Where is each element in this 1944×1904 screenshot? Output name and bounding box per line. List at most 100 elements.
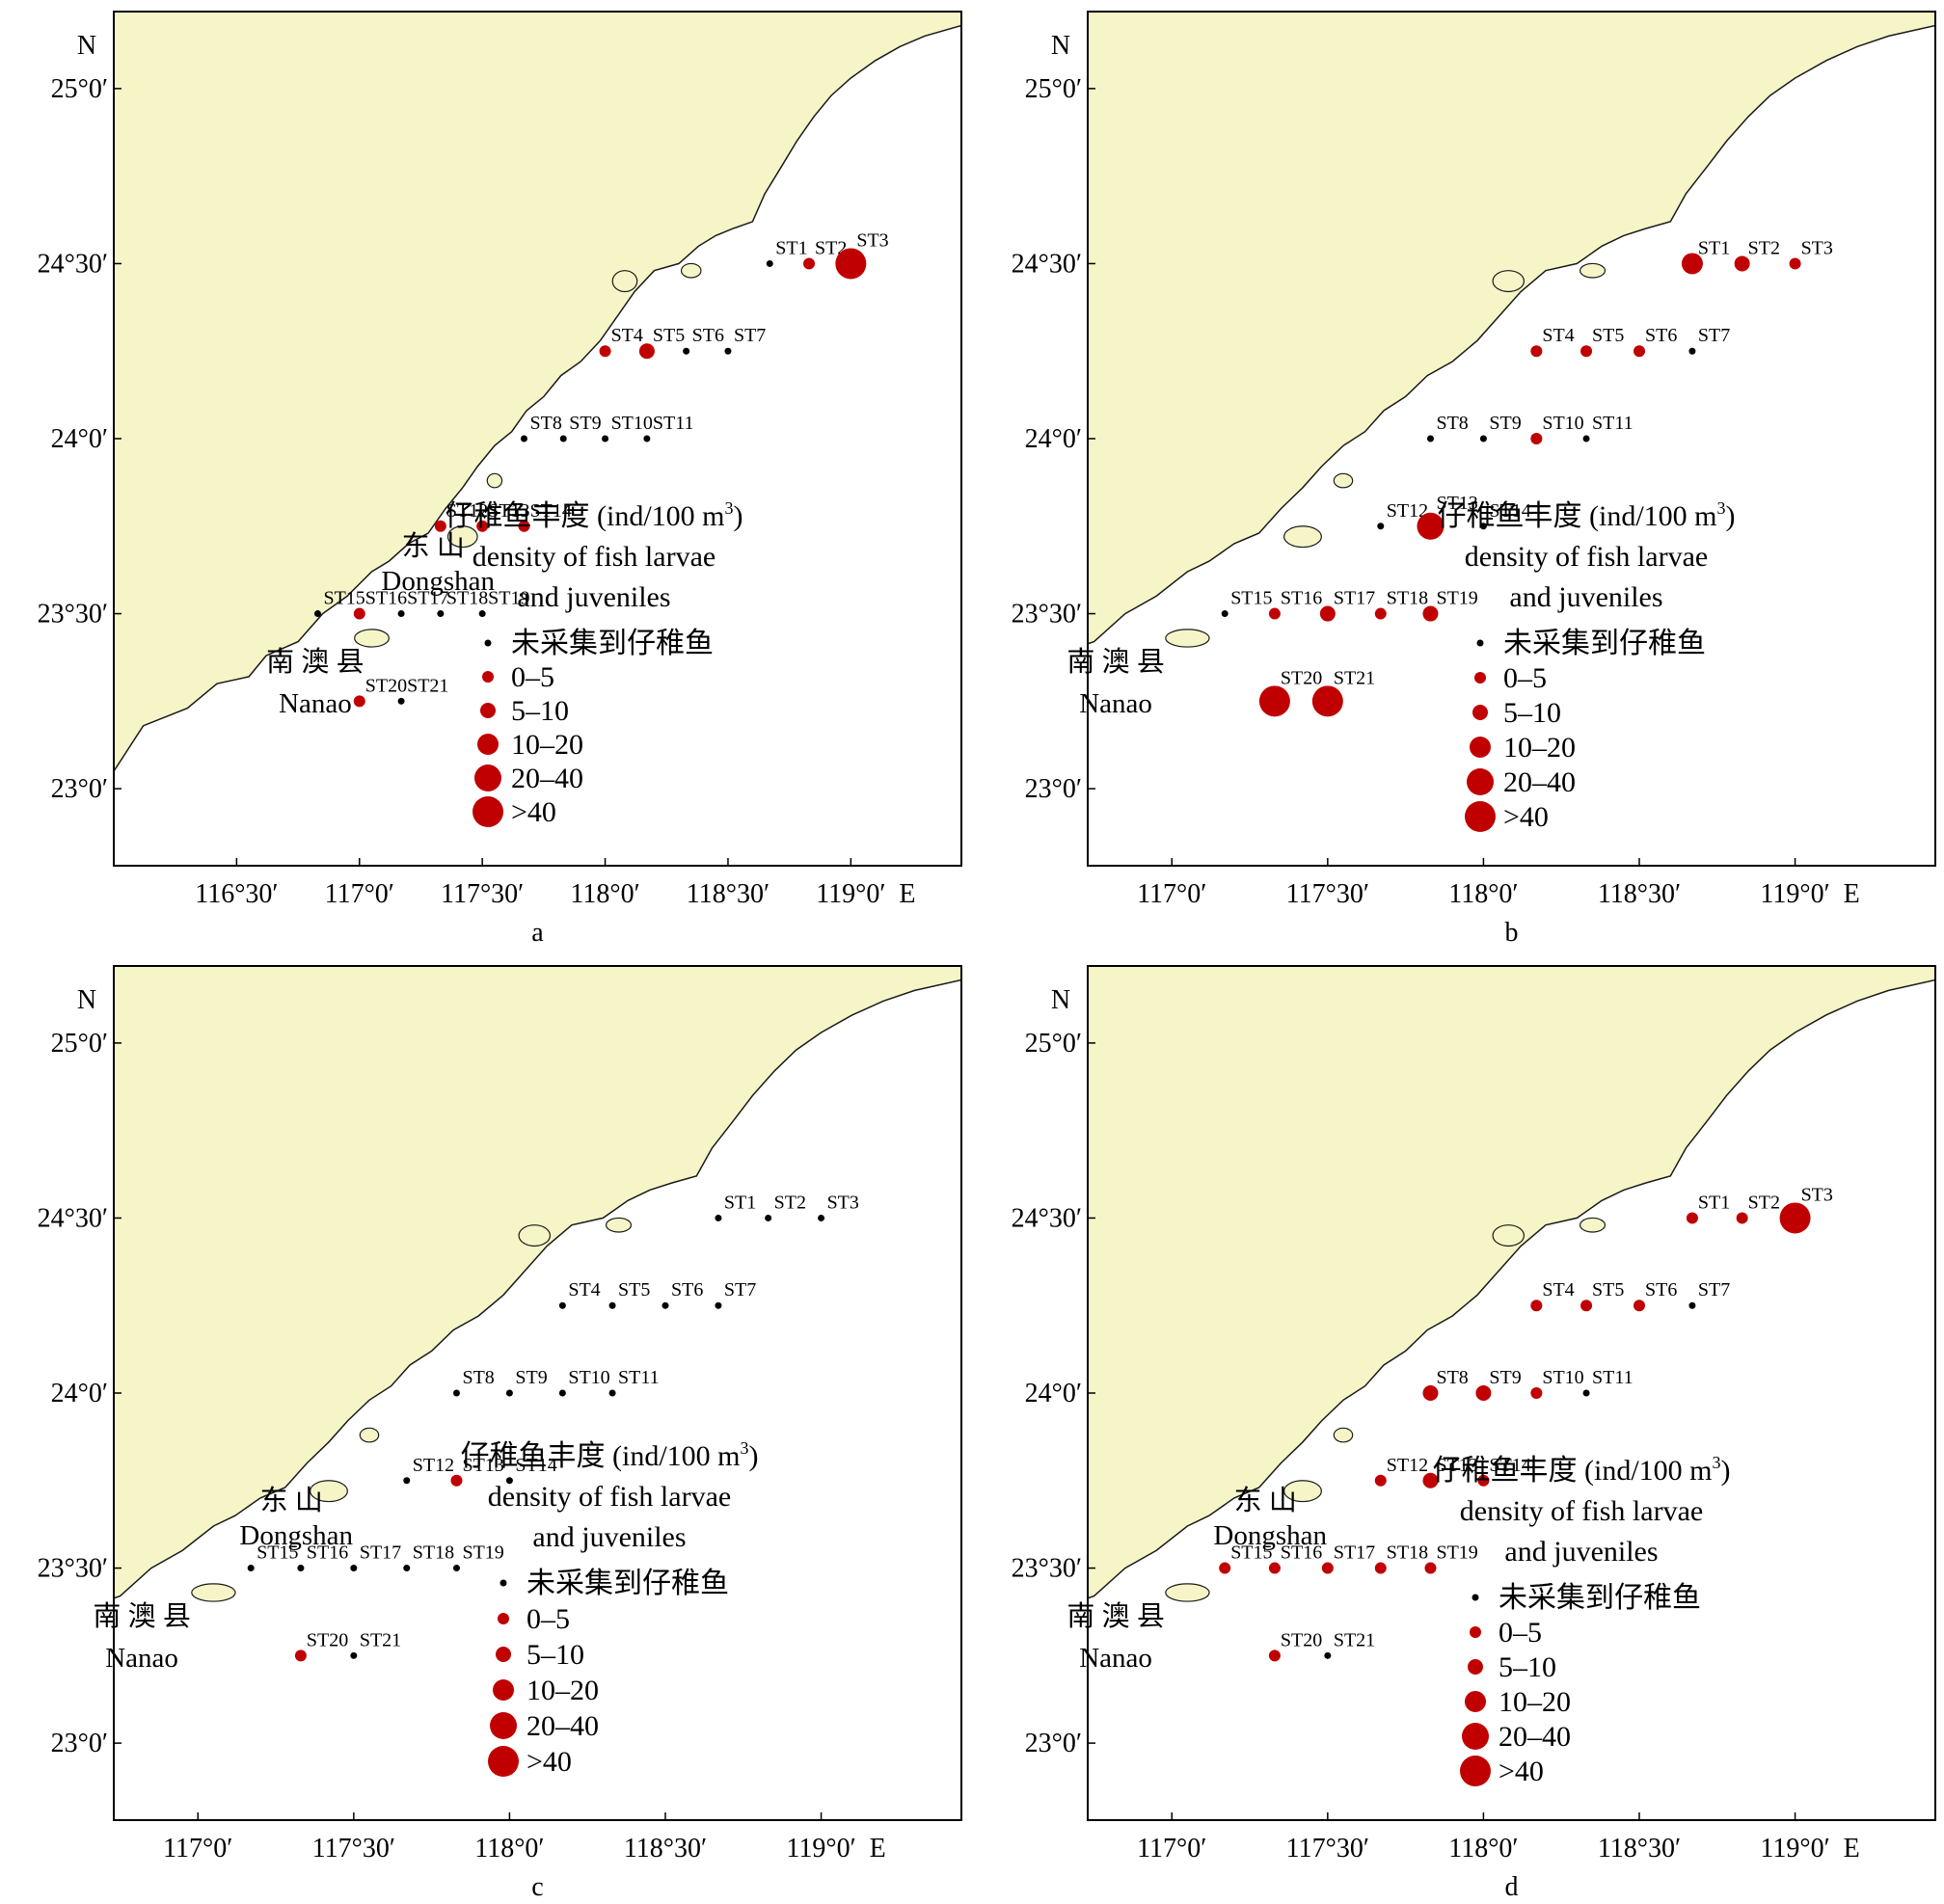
- legend-marker-4: [1467, 768, 1494, 795]
- panel-label: d: [1505, 1872, 1519, 1902]
- station-marker-st13: [1422, 1472, 1439, 1488]
- station-marker-st8: [520, 435, 527, 442]
- station-label: ST7: [1698, 325, 1730, 346]
- station-marker-st5: [638, 343, 655, 360]
- lon-label: 119°0′: [786, 1834, 855, 1864]
- station-marker-st2: [1736, 1212, 1748, 1224]
- station-label: ST5: [1592, 1279, 1624, 1301]
- legend-marker-0: [1476, 639, 1484, 647]
- lon-label: 118°0′: [570, 879, 639, 909]
- legend-marker-3: [477, 734, 499, 755]
- lon-label: 117°0′: [1137, 879, 1206, 909]
- station-label: ST1: [1698, 1192, 1730, 1213]
- legend-marker-3: [1470, 737, 1491, 758]
- station-marker-st17: [350, 1565, 358, 1572]
- legend-title-en-2: and juveniles: [532, 1521, 686, 1553]
- station-label: ST16: [1281, 1542, 1322, 1564]
- station-label: ST13: [488, 500, 529, 522]
- east-label: E: [870, 1834, 886, 1864]
- station-marker-st20: [353, 695, 365, 708]
- station-marker-st4: [1530, 345, 1543, 358]
- station-label: ST21: [407, 675, 448, 696]
- station-marker-st6: [1633, 1300, 1645, 1312]
- legend-label-5: >40: [511, 796, 556, 828]
- station-label: ST2: [815, 237, 847, 258]
- station-marker-st7: [715, 1301, 722, 1309]
- station-label: ST2: [1748, 1192, 1780, 1213]
- north-label: N: [77, 31, 96, 61]
- legend-marker-4: [474, 764, 501, 791]
- legend-title-cn: 仔稚鱼丰度 (ind/100 m3): [1438, 498, 1736, 532]
- station-marker-st21: [1311, 685, 1343, 717]
- station-marker-st16: [297, 1565, 305, 1572]
- island-shape: [486, 472, 503, 489]
- station-marker-st8: [452, 1389, 460, 1397]
- station-marker-st1: [766, 259, 773, 267]
- legend-label-4: 20–40: [1503, 766, 1576, 798]
- lon-label: 118°30′: [687, 879, 770, 909]
- legend-label-5: >40: [1498, 1756, 1544, 1787]
- station-marker-st6: [683, 347, 690, 355]
- legend-label-0: 未采集到仔稚鱼: [1498, 1582, 1701, 1614]
- station-label: ST2: [774, 1192, 806, 1213]
- station-label: ST18: [1387, 1542, 1428, 1564]
- station-marker-st8: [1422, 1385, 1439, 1401]
- legend-title-en-1: density of fish larvae: [1465, 541, 1708, 573]
- station-label: ST10: [1542, 1367, 1583, 1388]
- land-area: [1088, 966, 1935, 1599]
- station-label: ST20: [1281, 667, 1322, 688]
- place-dongshan-cn: 东 山: [1234, 1485, 1297, 1516]
- legend-marker-5: [1465, 801, 1496, 832]
- station-marker-st13: [1417, 512, 1444, 540]
- map-panel-a: N 25°0′ 24°30′ 24°0′ 23°30′ 23°0′ 116°30′ 117°0…: [38, 11, 962, 948]
- legend-marker-5: [472, 796, 503, 827]
- place-nanao-cn: 南 澳 县: [93, 1600, 191, 1632]
- station-label: ST5: [653, 325, 685, 346]
- station-marker-st20: [1268, 1649, 1281, 1662]
- station-marker-st3: [1779, 1202, 1811, 1234]
- station-marker-st18: [437, 610, 445, 618]
- station-label: ST10: [1542, 413, 1583, 434]
- station-label: ST3: [1801, 237, 1833, 258]
- station-marker-st15: [313, 610, 321, 618]
- lon-label: 117°0′: [163, 1834, 232, 1864]
- lon-label: 119°0′: [816, 879, 885, 909]
- lon-label: 117°30′: [1286, 1834, 1369, 1864]
- place-dongshan-en: Dongshan: [1213, 1520, 1327, 1551]
- station-marker-st16: [353, 607, 365, 620]
- legend-title-cn: 仔稚鱼丰度 (ind/100 m3): [446, 498, 743, 532]
- station-label: ST9: [515, 1367, 547, 1388]
- lat-label: 24°30′: [1012, 1203, 1082, 1233]
- station-marker-st18: [1374, 1562, 1387, 1574]
- legend-marker-1: [1474, 672, 1486, 684]
- island-shape: [446, 525, 478, 549]
- legend-label-3: 10–20: [526, 1675, 599, 1706]
- station-label: ST19: [1436, 1542, 1477, 1564]
- lat-label: 23°30′: [1012, 600, 1082, 630]
- station-marker-st9: [1475, 1385, 1492, 1401]
- station-marker-st9: [559, 435, 567, 442]
- station-marker-st12: [434, 520, 446, 532]
- station-label: ST6: [1645, 1279, 1677, 1301]
- station-marker-st12: [1377, 523, 1385, 530]
- station-label: ST12: [1387, 1455, 1428, 1476]
- legend-marker-0: [500, 1579, 507, 1587]
- station-marker-st8: [1426, 435, 1434, 442]
- station-label: ST15: [256, 1542, 298, 1564]
- station-marker-st17: [1321, 1562, 1334, 1574]
- station-label: ST1: [1698, 237, 1730, 258]
- station-marker-st18: [1374, 607, 1387, 620]
- legend-marker-0: [1472, 1594, 1479, 1601]
- lat-label: 23°0′: [1025, 1729, 1082, 1758]
- lon-label: 118°0′: [1448, 1834, 1518, 1864]
- lat-label: 23°30′: [38, 1554, 108, 1584]
- place-nanao-en: Nanao: [1079, 1643, 1152, 1674]
- legend-marker-3: [1465, 1691, 1486, 1712]
- station-marker-st11: [643, 435, 651, 442]
- station-marker-st6: [1633, 345, 1645, 358]
- lat-label: 23°30′: [38, 600, 108, 630]
- island-shape: [680, 262, 702, 279]
- lat-label: 25°0′: [51, 74, 108, 104]
- lat-label: 24°0′: [1025, 1379, 1082, 1408]
